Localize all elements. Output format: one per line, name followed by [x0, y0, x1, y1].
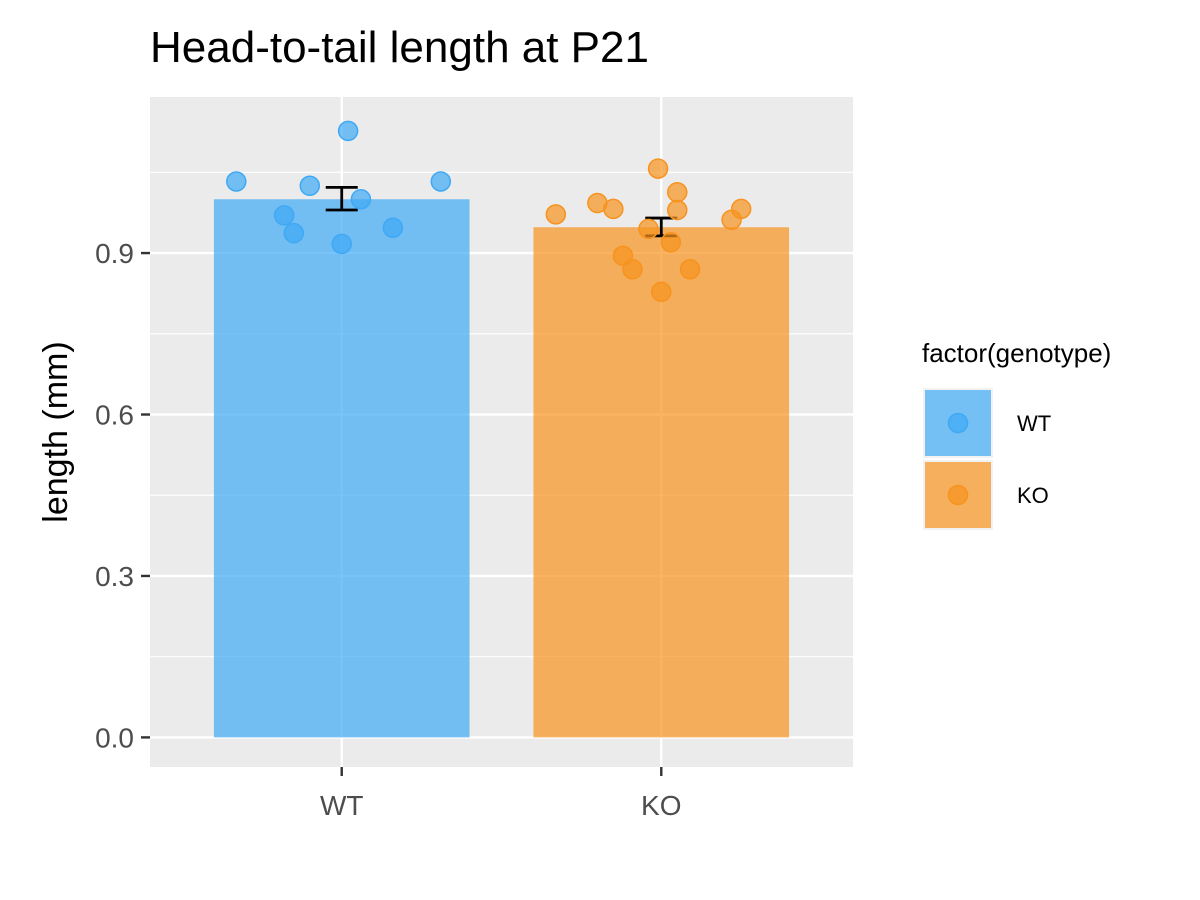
chart-title: Head-to-tail length at P21 — [150, 23, 649, 72]
data-point-wt — [350, 188, 372, 210]
data-points — [226, 120, 752, 303]
data-point-ko — [667, 182, 688, 203]
data-point-ko — [622, 258, 643, 280]
data-point-ko — [730, 198, 752, 220]
data-point-wt — [226, 171, 247, 192]
legend-label: WT — [1017, 411, 1051, 436]
data-point-wt — [283, 222, 305, 244]
y-tick-label: 0.9 — [95, 238, 134, 269]
legend-label: KO — [1017, 483, 1049, 508]
legend-title: factor(genotype) — [922, 338, 1111, 368]
legend-key-point — [947, 484, 969, 506]
data-point-ko — [679, 258, 701, 280]
legend-item-ko: KO — [923, 460, 1049, 530]
data-point-wt — [337, 120, 359, 142]
x-tick-label: KO — [641, 790, 681, 821]
y-axis-title: length (mm) — [37, 341, 75, 522]
error-bar-wt — [325, 186, 358, 212]
y-tick-label: 0.0 — [95, 722, 134, 753]
data-point-ko — [651, 281, 672, 303]
y-tick-label: 0.3 — [95, 561, 134, 592]
data-point-ko — [667, 199, 688, 221]
data-point-wt — [299, 175, 321, 197]
data-point-ko — [545, 204, 567, 225]
bars — [213, 199, 790, 738]
data-point-ko — [638, 218, 659, 240]
y-axis: 0.0 0.3 0.6 0.9 — [95, 238, 150, 753]
data-point-wt — [382, 217, 404, 239]
x-axis: WT KO — [320, 767, 682, 821]
bar-wt — [213, 199, 470, 738]
data-point-ko — [660, 232, 682, 253]
y-tick-label: 0.6 — [95, 400, 134, 431]
legend: factor(genotype) WT KO — [922, 338, 1111, 530]
legend-key-point — [947, 412, 969, 434]
x-tick-label: WT — [320, 790, 364, 821]
data-point-wt — [430, 171, 452, 192]
data-point-wt — [273, 205, 295, 226]
bar-ko — [533, 227, 790, 738]
data-point-ko — [603, 198, 624, 220]
data-point-wt — [331, 233, 352, 255]
legend-item-wt: WT — [923, 388, 1051, 458]
data-point-ko — [647, 158, 669, 179]
